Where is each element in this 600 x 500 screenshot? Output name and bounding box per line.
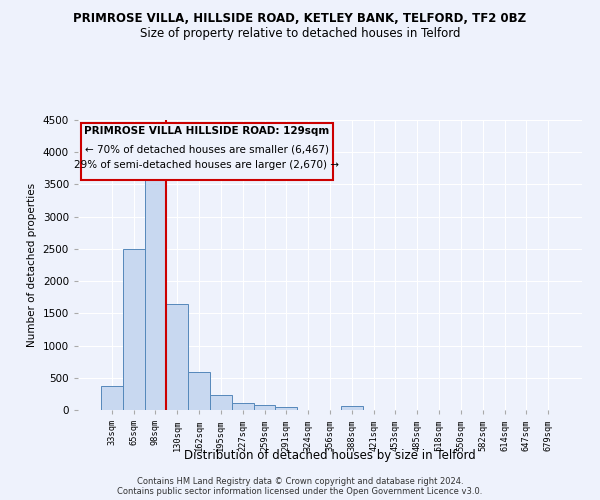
Text: Distribution of detached houses by size in Telford: Distribution of detached houses by size … bbox=[184, 448, 476, 462]
Bar bbox=[123, 249, 145, 410]
Bar bbox=[166, 304, 188, 410]
Text: Size of property relative to detached houses in Telford: Size of property relative to detached ho… bbox=[140, 28, 460, 40]
Bar bbox=[232, 403, 254, 410]
Text: ← 70% of detached houses are smaller (6,467): ← 70% of detached houses are smaller (6,… bbox=[85, 144, 329, 154]
Bar bbox=[101, 386, 123, 410]
Bar bbox=[145, 168, 166, 410]
Bar bbox=[188, 372, 210, 410]
Bar bbox=[210, 395, 232, 410]
Text: PRIMROSE VILLA, HILLSIDE ROAD, KETLEY BANK, TELFORD, TF2 0BZ: PRIMROSE VILLA, HILLSIDE ROAD, KETLEY BA… bbox=[73, 12, 527, 26]
Text: Contains public sector information licensed under the Open Government Licence v3: Contains public sector information licen… bbox=[118, 486, 482, 496]
Text: Contains HM Land Registry data © Crown copyright and database right 2024.: Contains HM Land Registry data © Crown c… bbox=[137, 476, 463, 486]
Bar bbox=[275, 408, 297, 410]
Bar bbox=[341, 406, 363, 410]
Y-axis label: Number of detached properties: Number of detached properties bbox=[27, 183, 37, 347]
Bar bbox=[254, 406, 275, 410]
Text: PRIMROSE VILLA HILLSIDE ROAD: 129sqm: PRIMROSE VILLA HILLSIDE ROAD: 129sqm bbox=[85, 126, 329, 136]
Text: 29% of semi-detached houses are larger (2,670) →: 29% of semi-detached houses are larger (… bbox=[74, 160, 340, 170]
